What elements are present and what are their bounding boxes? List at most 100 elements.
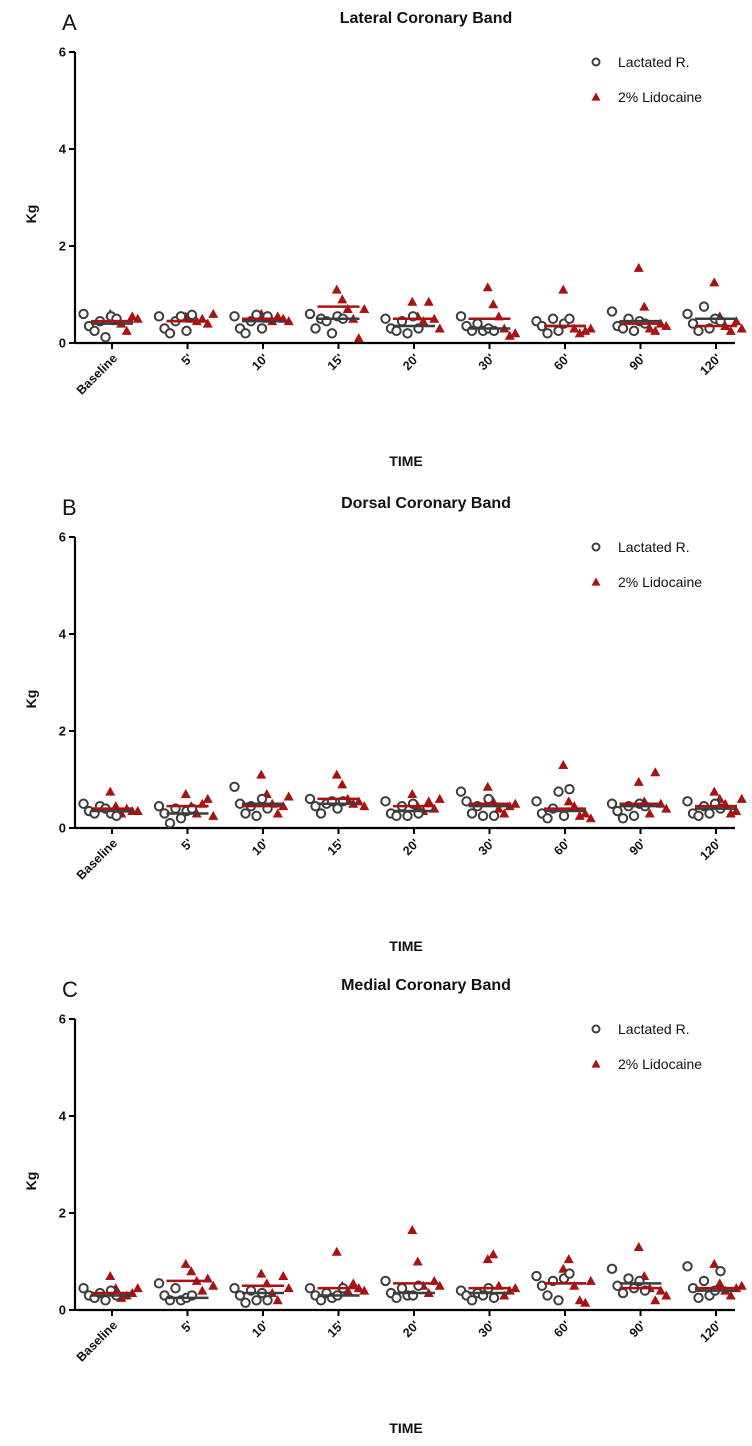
lidocaine-point: [337, 294, 348, 304]
lactated-point: [553, 786, 564, 797]
lidocaine-point: [650, 767, 661, 777]
x-tick-label: 5': [179, 836, 196, 853]
lactated-point: [175, 311, 187, 322]
panel-title: Medial Coronary Band: [341, 977, 511, 994]
lactated-point: [693, 325, 704, 337]
lidocaine-point: [272, 1295, 283, 1305]
lactated-point: [186, 309, 198, 321]
lactated-point: [617, 813, 629, 824]
x-axis-label: TIME: [389, 1420, 423, 1436]
lactated-point: [455, 311, 467, 322]
triangle-icon: [591, 1059, 601, 1068]
legend-label-lactated: Lactated R.: [618, 1021, 690, 1037]
lactated-point: [682, 308, 693, 320]
lactated-point: [455, 786, 467, 797]
lidocaine-point: [127, 311, 138, 321]
lactated-point: [229, 1282, 240, 1294]
lidocaine-point: [278, 1271, 289, 1281]
lactated-point: [240, 1297, 251, 1308]
lactated-point: [547, 313, 559, 324]
lidocaine-point: [331, 284, 342, 294]
lidocaine-point: [132, 1283, 143, 1293]
lactated-point: [693, 1292, 704, 1304]
lidocaine-point: [359, 801, 370, 811]
lactated-point: [262, 1295, 273, 1306]
lidocaine-point: [510, 328, 521, 338]
x-tick-label: 10': [249, 351, 271, 373]
x-tick-label: 60': [551, 836, 573, 858]
x-tick-label: 15': [325, 351, 347, 373]
lidocaine-point: [121, 325, 132, 335]
x-axis-label: TIME: [389, 938, 423, 954]
lactated-point: [304, 308, 316, 320]
lactated-point: [617, 323, 629, 334]
lactated-point: [380, 1275, 391, 1287]
lidocaine-point: [639, 301, 650, 311]
y-tick-label: 6: [59, 530, 66, 545]
x-tick-label: 20': [400, 836, 422, 858]
lidocaine-point: [585, 323, 596, 333]
y-tick-label: 4: [59, 1109, 67, 1124]
legend: Lactated R. 2% Lidocaine: [591, 539, 702, 590]
lidocaine-point: [510, 1283, 521, 1293]
legend: Lactated R. 2% Lidocaine: [591, 1021, 702, 1072]
lactated-point: [531, 796, 542, 807]
lactated-point: [542, 813, 553, 824]
x-tick-label: Baseline: [74, 351, 120, 397]
lactated-point: [617, 1287, 629, 1299]
lidocaine-point: [574, 810, 585, 820]
lactated-point: [466, 1295, 478, 1306]
lidocaine-point: [283, 791, 294, 801]
lidocaine-point: [208, 1280, 219, 1290]
lidocaine-point: [359, 1285, 370, 1295]
lactated-point: [542, 328, 553, 339]
plot-area: 0 2 4 6 Baseline 5' 10' 15' 20' 30' 60' 90' 120' Lact…: [59, 1012, 747, 1364]
lidocaine-point: [407, 789, 418, 799]
lactated-point: [488, 1292, 500, 1304]
lidocaine-point: [585, 1275, 596, 1285]
lactated-point: [78, 798, 89, 809]
x-tick-label: 60': [551, 351, 573, 373]
lactated-point: [488, 810, 500, 822]
legend-label-lidocaine: 2% Lidocaine: [618, 1056, 702, 1072]
lactated-point: [483, 793, 494, 805]
lidocaine-point: [580, 1297, 591, 1307]
lactated-point: [682, 796, 693, 807]
lactated-point: [606, 306, 618, 317]
lidocaine-point: [283, 1283, 294, 1293]
lidocaine-point: [208, 308, 219, 318]
lidocaine-point: [725, 1290, 736, 1300]
lidocaine-point: [256, 769, 267, 779]
lactated-point: [715, 1266, 726, 1277]
lidocaine-point: [105, 1271, 116, 1281]
panel-b: B Dorsal Coronary Band Kg TIME 0 2 4 6 Basel…: [0, 485, 752, 965]
lidocaine-point: [482, 781, 493, 791]
lidocaine-point: [186, 1266, 197, 1276]
legend-label-lactated: Lactated R.: [618, 54, 690, 70]
lidocaine-point: [725, 325, 736, 335]
lidocaine-point: [644, 323, 655, 333]
lidocaine-point: [331, 769, 342, 779]
x-tick-label: 120': [697, 351, 724, 378]
legend-label-lidocaine: 2% Lidocaine: [618, 89, 702, 105]
lactated-point: [78, 308, 89, 320]
lidocaine-point: [633, 1241, 644, 1251]
lidocaine-point: [418, 316, 429, 326]
lactated-point: [256, 323, 268, 334]
legend-label-lactated: Lactated R.: [618, 539, 690, 555]
panel-letter: C: [62, 977, 78, 1002]
x-tick-label: 30': [476, 351, 498, 373]
lactated-point: [606, 798, 618, 809]
lidocaine-point: [650, 325, 661, 335]
lactated-point: [704, 808, 715, 819]
lactated-point: [380, 796, 391, 807]
lidocaine-point: [202, 318, 213, 328]
lactated-point: [628, 810, 640, 822]
lactated-point: [164, 817, 176, 829]
lidocaine-point: [423, 296, 434, 306]
lidocaine-point: [256, 1268, 267, 1278]
lidocaine-point: [661, 321, 672, 331]
lidocaine-point: [348, 1278, 359, 1288]
lactated-point: [391, 1292, 402, 1304]
